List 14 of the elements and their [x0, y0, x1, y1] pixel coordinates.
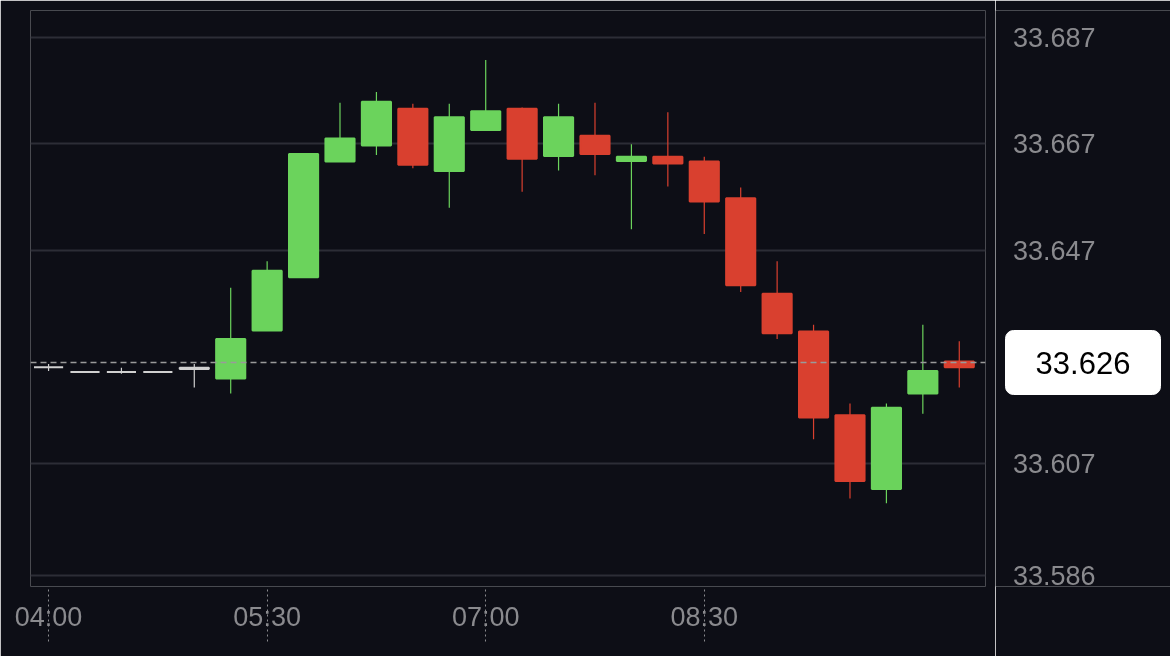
ref-line-label: 33.626	[1035, 345, 1131, 381]
y-tick-label: 33.647	[1013, 236, 1096, 266]
y-tick-label: 33.687	[1013, 22, 1096, 53]
x-tick-label: 05:30	[233, 601, 301, 632]
candlestick	[178, 363, 210, 389]
x-tick-label: 07:00	[451, 601, 520, 632]
x-tick-label: 04:00	[14, 601, 83, 632]
candlestick	[615, 143, 647, 230]
y-tick-label: 33.607	[1013, 449, 1096, 480]
candlestick	[652, 111, 684, 188]
y-tick-label: 33.667	[1013, 129, 1096, 160]
candlestick	[943, 340, 975, 389]
y-tick-label: 33.586	[1013, 561, 1096, 592]
x-tick-label: 08:30	[670, 601, 739, 632]
